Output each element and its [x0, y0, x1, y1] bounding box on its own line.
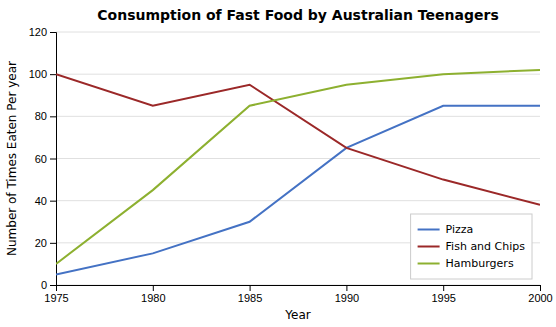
tick-label: 0 — [41, 279, 47, 291]
axis-line — [50, 33, 57, 286]
legend-item: Pizza — [418, 223, 474, 236]
legend-item: Hamburgers — [418, 257, 514, 270]
legend-label: Hamburgers — [446, 257, 514, 270]
tick-label: 80 — [35, 110, 47, 122]
tick-label: 1975 — [44, 292, 68, 304]
tick-label: 60 — [35, 153, 47, 165]
tick-mark — [540, 285, 541, 291]
tick-mark — [346, 285, 347, 291]
legend-swatch — [418, 229, 440, 231]
tick-mark — [153, 285, 154, 291]
tick-label: 2000 — [528, 292, 552, 304]
series-line — [56, 106, 540, 275]
legend-swatch — [418, 246, 440, 248]
legend-item: Fish and Chips — [418, 240, 526, 253]
tick-mark — [50, 285, 56, 286]
tick-mark — [50, 201, 56, 202]
tick: 1995 — [431, 285, 455, 304]
tick-mark — [443, 285, 444, 291]
tick: 60 — [35, 153, 56, 165]
tick: 80 — [35, 110, 56, 122]
grid-line — [56, 158, 540, 159]
tick: 1975 — [44, 285, 68, 304]
legend-box — [411, 214, 532, 279]
series-line — [56, 74, 540, 205]
tick-label: 100 — [29, 68, 47, 80]
plot: 1975 1980 1985 1990 1995 2000 0 20 40 60 80 100 120 P… — [29, 26, 553, 304]
legend: Pizza Fish and Chips Hamburgers — [411, 214, 532, 279]
tick-label: 1985 — [238, 292, 262, 304]
chart: 1975 1980 1985 1990 1995 2000 0 20 40 60 80 100 120 P… — [0, 0, 556, 327]
y-axis-title: Number of Times Eaten Per year — [5, 61, 19, 256]
x-axis-title: Year — [284, 308, 310, 322]
tick-label: 120 — [29, 26, 47, 38]
y-axis: 0 20 40 60 80 100 120 — [29, 26, 57, 291]
tick-mark — [50, 116, 56, 117]
x-axis: 1975 1980 1985 1990 1995 2000 — [44, 285, 552, 304]
tick-mark — [50, 74, 56, 75]
tick: 40 — [35, 195, 56, 207]
tick-label: 20 — [35, 237, 47, 249]
lines — [56, 70, 540, 275]
tick-label: 40 — [35, 195, 47, 207]
tick-label: 1980 — [141, 292, 165, 304]
title: Consumption of Fast Food by Australian T… — [97, 7, 498, 23]
legend-swatch — [418, 263, 440, 265]
tick: 2000 — [528, 285, 552, 304]
grid-line — [56, 32, 540, 33]
tick: 1985 — [238, 285, 262, 304]
tick: 100 — [29, 68, 56, 80]
tick-mark — [50, 243, 56, 244]
tick: 20 — [35, 237, 56, 249]
tick-label: 1995 — [431, 292, 455, 304]
tick-mark — [50, 159, 56, 160]
legend-label: Pizza — [446, 223, 474, 236]
tick: 120 — [29, 26, 56, 38]
tick: 0 — [41, 279, 56, 291]
legend-label: Fish and Chips — [446, 240, 526, 253]
tick-mark — [50, 32, 56, 33]
axis-line — [57, 286, 541, 292]
tick-label: 1990 — [335, 292, 359, 304]
tick: 1990 — [335, 285, 359, 304]
grid-line — [56, 200, 540, 201]
grid — [56, 32, 540, 285]
tick: 1980 — [141, 285, 165, 304]
series-line — [56, 70, 540, 264]
tick-mark — [250, 285, 251, 291]
